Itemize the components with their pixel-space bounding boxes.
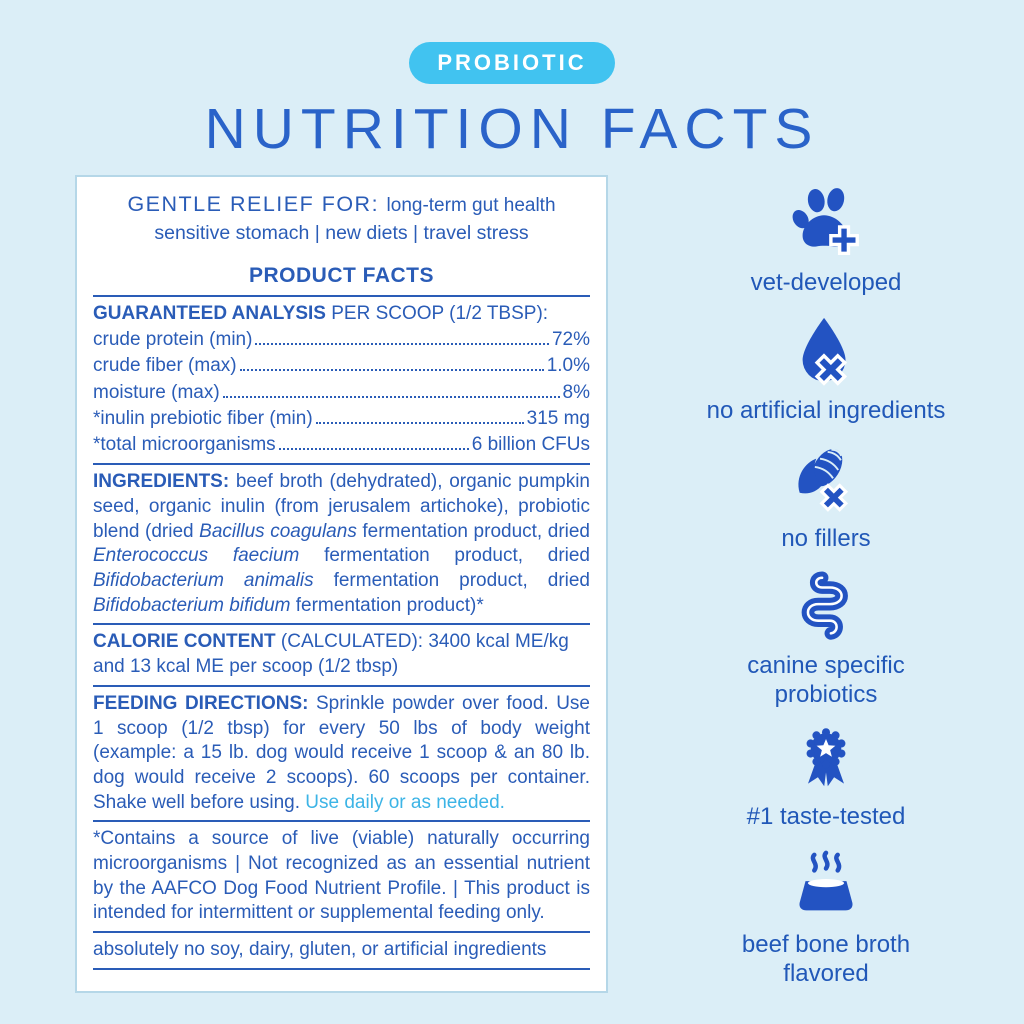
analysis-row: crude fiber (max) 1.0% bbox=[93, 353, 590, 379]
dot-leader bbox=[222, 395, 560, 398]
benefit-taste-tested: #1 taste-tested bbox=[746, 726, 906, 832]
product-facts-panel: GENTLE RELIEF FOR: long-term gut health … bbox=[75, 175, 608, 993]
dot-leader bbox=[315, 421, 524, 424]
benefit-label: beef bone broth flavored bbox=[741, 930, 911, 987]
droplet-x-icon bbox=[802, 317, 848, 386]
analysis-value: 8% bbox=[562, 381, 590, 403]
analysis-value: 1.0% bbox=[546, 355, 590, 377]
analysis-label: crude protein (min) bbox=[93, 329, 253, 351]
divider bbox=[93, 463, 590, 466]
paw-plus-icon bbox=[792, 188, 859, 255]
benefit-label: #1 taste-tested bbox=[746, 802, 906, 830]
dot-leader bbox=[255, 343, 549, 346]
benefit-label: no artificial ingredients bbox=[706, 396, 946, 424]
analysis-row: crude protein (min) 72% bbox=[93, 327, 590, 353]
divider bbox=[93, 820, 590, 823]
analysis-value: 6 billion CFUs bbox=[471, 434, 590, 456]
benefit-label: no fillers bbox=[781, 524, 871, 552]
award-ribbon-icon bbox=[806, 728, 846, 787]
guaranteed-analysis-heading: GUARANTEED ANALYSIS PER SCOOP (1/2 TBSP)… bbox=[93, 302, 549, 324]
bowl-steam-icon bbox=[799, 850, 853, 911]
analysis-label: *inulin prebiotic fiber (min) bbox=[93, 407, 313, 429]
page-title: NUTRITION FACTS bbox=[204, 97, 820, 161]
benefits-column: vet-developed no artificial ingredients bbox=[640, 186, 1012, 1004]
benefit-no-artificial-ingredients: no artificial ingredients bbox=[706, 314, 946, 426]
dot-leader bbox=[239, 369, 544, 372]
divider bbox=[93, 294, 590, 297]
probiotic-badge: PROBIOTIC bbox=[409, 42, 615, 84]
no-artificial-disclaimer-text: absolutely no soy, dairy, gluten, or art… bbox=[93, 939, 547, 961]
analysis-label: moisture (max) bbox=[93, 381, 220, 403]
calorie-content-text: CALORIE CONTENT (CALCULATED): 3400 kcal … bbox=[93, 631, 569, 678]
benefit-label: vet-developed bbox=[750, 269, 902, 296]
benefit-vet-developed: vet-developed bbox=[750, 186, 902, 298]
benefit-no-fillers: no fillers bbox=[781, 442, 871, 554]
analysis-row: *inulin prebiotic fiber (min) 315 mg bbox=[93, 406, 590, 432]
analysis-label: crude fiber (max) bbox=[93, 355, 237, 377]
divider bbox=[93, 623, 590, 626]
footnote-text: *Contains a source of live (viable) natu… bbox=[93, 828, 590, 924]
product-facts-heading: PRODUCT FACTS bbox=[249, 264, 434, 288]
corn-x-icon bbox=[798, 448, 849, 512]
benefit-canine-probiotics: canine specific probiotics bbox=[716, 569, 936, 710]
analysis-row: *total microorganisms 6 billion CFUs bbox=[93, 432, 590, 458]
gentle-relief-line2: sensitive stomach | new diets | travel s… bbox=[154, 221, 529, 244]
divider bbox=[93, 684, 590, 687]
feeding-directions-text: FEEDING DIRECTIONS: Sprinkle powder over… bbox=[93, 692, 590, 813]
intestine-icon bbox=[801, 571, 848, 641]
analysis-value: 72% bbox=[551, 329, 590, 351]
benefit-beef-broth-flavored: beef bone broth flavored bbox=[716, 848, 936, 989]
gentle-relief-text: GENTLE RELIEF FOR: long-term gut health bbox=[127, 192, 556, 216]
dot-leader bbox=[278, 448, 469, 451]
divider bbox=[93, 967, 590, 970]
analysis-value: 315 mg bbox=[526, 407, 590, 429]
divider bbox=[93, 931, 590, 934]
ingredients-text: INGREDIENTS: beef broth (dehydrated), or… bbox=[93, 471, 590, 616]
analysis-label: *total microorganisms bbox=[93, 434, 276, 456]
analysis-row: moisture (max) 8% bbox=[93, 380, 590, 406]
benefit-label: canine specific probiotics bbox=[747, 652, 905, 709]
